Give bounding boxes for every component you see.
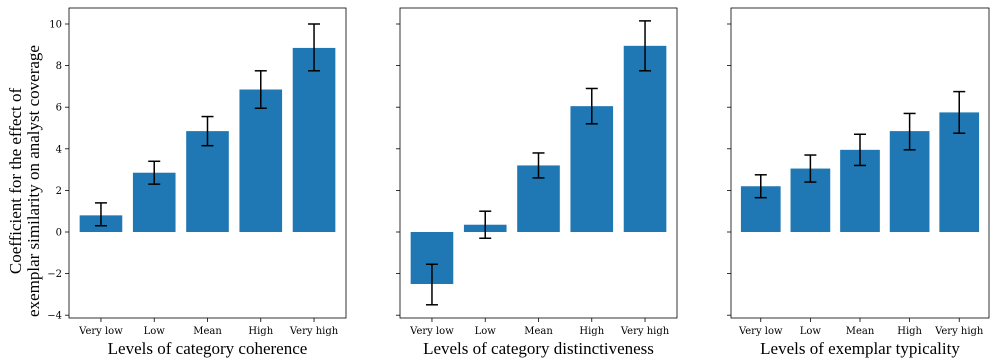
x-tick-label-1-2: Low <box>144 326 166 337</box>
x-tick-label-2-3: Mean <box>524 326 553 337</box>
bar-2-5 <box>623 45 667 233</box>
chart-panel-2: Very low Low Mean High Very high Levels of ca… <box>396 7 678 358</box>
x-tick-label-3-2: Low <box>800 326 822 337</box>
y-axis-label: Coefficient for the effect of exemplar s… <box>6 45 43 317</box>
bar-1-5 <box>292 47 336 232</box>
chart-panel-1: Very low Low Mean High Very high −4 −2 0 2 4 6 8 10 L… <box>47 7 347 358</box>
plot-frame-2 <box>399 7 678 319</box>
x-axis-label-3: Levels of exemplar typicality <box>760 339 960 358</box>
x-axis-label-2: Levels of category distinctiveness <box>423 339 654 358</box>
y-tick-label-1: −4 <box>47 311 62 322</box>
x-tick-label-3-4: High <box>897 326 922 337</box>
x-tick-label-3-1: Very low <box>738 326 783 337</box>
bar-2-4 <box>570 106 614 232</box>
x-tick-label-1-5: Very high <box>289 326 339 337</box>
y-tick-label-6: 6 <box>56 103 62 114</box>
x-tick-label-1-4: High <box>248 326 273 337</box>
y-tick-label-2: −2 <box>47 269 62 280</box>
y-tick-label-8: 10 <box>49 20 62 31</box>
plot-frame-3 <box>730 7 990 319</box>
y-axis-label-line-1: Coefficient for the effect of <box>6 88 25 275</box>
bar-1-3 <box>186 131 229 232</box>
x-tick-label-3-5: Very high <box>934 326 984 337</box>
y-tick-label-7: 8 <box>56 61 62 72</box>
y-axis-label-line-2: exemplar similarity on analyst coverage <box>24 45 43 317</box>
x-axis-label-1: Levels of category coherence <box>108 339 308 358</box>
chart-panel-3: Very low Low Mean High Very high Levels of ex… <box>727 7 990 358</box>
y-tick-label-4: 2 <box>56 186 62 197</box>
x-tick-label-3-3: Mean <box>846 326 875 337</box>
x-tick-label-1-1: Very low <box>78 326 123 337</box>
x-tick-label-2-5: Very high <box>620 326 670 337</box>
x-tick-label-2-4: High <box>579 326 604 337</box>
x-tick-label-2-1: Very low <box>409 326 454 337</box>
x-tick-label-1-3: Mean <box>193 326 222 337</box>
x-tick-label-2-2: Low <box>475 326 497 337</box>
plot-frame-1 <box>68 7 347 319</box>
y-tick-label-3: 0 <box>56 228 62 239</box>
y-tick-label-5: 4 <box>56 144 62 155</box>
bar-1-4 <box>239 89 283 233</box>
